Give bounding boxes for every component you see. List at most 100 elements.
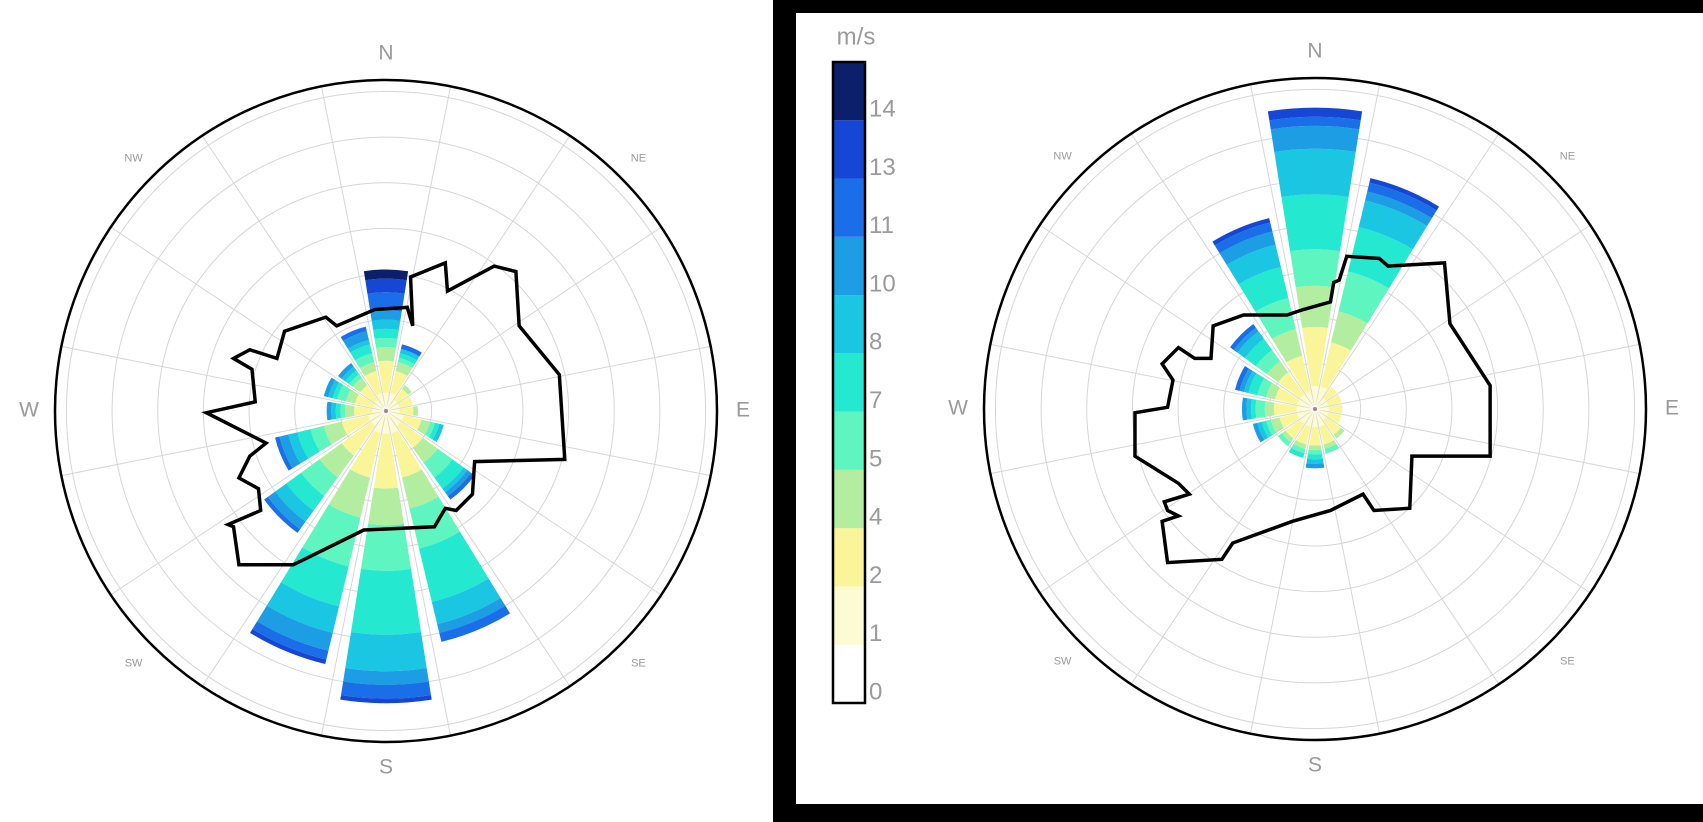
grid-spoke xyxy=(1039,224,1316,410)
wind-segment xyxy=(1270,417,1284,433)
wind-segment xyxy=(376,347,396,362)
wind-segment xyxy=(1286,355,1311,394)
wind-segment xyxy=(409,496,460,549)
wind-segment xyxy=(337,362,354,379)
colorbar-band xyxy=(833,353,865,412)
wind-segment xyxy=(1307,454,1323,460)
wind-segment xyxy=(1305,463,1325,469)
grid-spoke xyxy=(1314,84,1381,410)
wind-segment xyxy=(341,421,376,456)
windrose: N NE E SE S SW W NW xyxy=(19,42,750,779)
wind-segment xyxy=(368,487,404,526)
wind-segment xyxy=(1326,412,1342,424)
wind-segment xyxy=(1290,249,1340,288)
wind-segment xyxy=(390,408,400,414)
wind-segment xyxy=(1297,410,1312,419)
wind-segment xyxy=(396,421,423,448)
wind-segment xyxy=(279,434,301,469)
wind-segment xyxy=(341,415,371,435)
wind-segment xyxy=(345,370,360,385)
wind-segment xyxy=(402,385,412,395)
center-dot xyxy=(1313,407,1317,411)
direction-label: NE xyxy=(1560,150,1575,162)
colorbar-tick-label: 7 xyxy=(869,387,882,414)
colorbar-tick-label: 14 xyxy=(869,96,896,123)
wind-segment xyxy=(423,448,453,478)
wind-segment xyxy=(374,337,398,348)
wind-segment xyxy=(374,399,384,409)
colorbar-band xyxy=(833,178,865,237)
grid-spoke xyxy=(1314,408,1500,685)
wind-segment xyxy=(1333,427,1345,439)
outer-ring xyxy=(53,78,719,744)
roses: N NE E SE S SW W NW N NE E SE S SW W NW xyxy=(19,40,1679,779)
wind-segment xyxy=(352,377,368,393)
grid-spoke xyxy=(61,345,387,412)
colorbar-band xyxy=(833,120,865,179)
grid-spoke xyxy=(201,135,387,412)
wind-segment xyxy=(373,328,399,339)
wind-segment xyxy=(1293,440,1307,449)
wind-segment xyxy=(1230,324,1256,350)
wind-segment xyxy=(394,388,409,403)
wind-segment xyxy=(383,392,389,407)
wind-segment xyxy=(1314,409,1316,414)
wind-segment xyxy=(386,410,391,412)
wind-segment xyxy=(1316,386,1327,406)
wind-segment xyxy=(335,403,341,419)
wind-segment xyxy=(1320,342,1351,390)
wind-segment xyxy=(1255,298,1296,339)
wind-segment xyxy=(445,470,471,496)
wind-segment xyxy=(364,371,382,396)
wind-segment xyxy=(1316,412,1325,427)
wind-segment xyxy=(1300,394,1313,407)
wind-segment xyxy=(412,437,438,463)
wind-segment xyxy=(381,410,386,412)
wind-segment xyxy=(1369,178,1440,211)
wind-segment xyxy=(1267,107,1363,121)
direction-label: E xyxy=(736,399,750,422)
wind-segment xyxy=(1266,419,1277,436)
wind-segment xyxy=(1255,349,1281,375)
wind-segment xyxy=(1323,417,1341,435)
city-boundary xyxy=(1133,254,1492,565)
wind-segment xyxy=(397,357,415,369)
wind-segment xyxy=(360,385,378,403)
wind-segment xyxy=(301,459,338,496)
wind-segment xyxy=(1278,372,1305,399)
wind-segment xyxy=(323,377,336,398)
wind-segment xyxy=(1266,382,1280,400)
wind-segment xyxy=(399,406,414,416)
wind-segment xyxy=(398,353,418,365)
wind-segment xyxy=(1248,373,1265,396)
direction-label: N xyxy=(1307,40,1322,63)
wind-segment xyxy=(1305,391,1314,406)
wind-segment xyxy=(310,425,332,452)
wind-segment xyxy=(368,412,383,421)
wind-segment xyxy=(447,472,475,500)
wind-segment xyxy=(288,432,309,464)
wind-segment xyxy=(389,412,404,421)
wind-segment xyxy=(417,419,431,435)
wind-segment xyxy=(1358,200,1428,250)
colorbar-tick-label: 4 xyxy=(869,504,882,531)
direction-label: S xyxy=(379,756,393,779)
wind-segment xyxy=(1257,377,1273,398)
wind-segment xyxy=(442,467,468,493)
windrose: N NE E SE S SW W NW xyxy=(948,40,1679,777)
wind-segment xyxy=(371,413,384,426)
wind-segment xyxy=(1302,326,1328,387)
grid-spoke xyxy=(320,86,387,412)
wind-segment xyxy=(1235,366,1249,391)
grid-spoke xyxy=(1130,133,1316,410)
wind-segment xyxy=(397,396,413,408)
wind-segment xyxy=(337,384,351,402)
wind-segment xyxy=(391,430,422,478)
wind-segment xyxy=(1233,327,1259,353)
colorbar-band xyxy=(833,295,865,354)
grid-spoke xyxy=(1314,408,1591,594)
wind-segment xyxy=(399,348,420,361)
direction-label: NW xyxy=(1053,150,1072,162)
wind-segment xyxy=(1319,424,1335,445)
wind-segment xyxy=(266,582,340,633)
